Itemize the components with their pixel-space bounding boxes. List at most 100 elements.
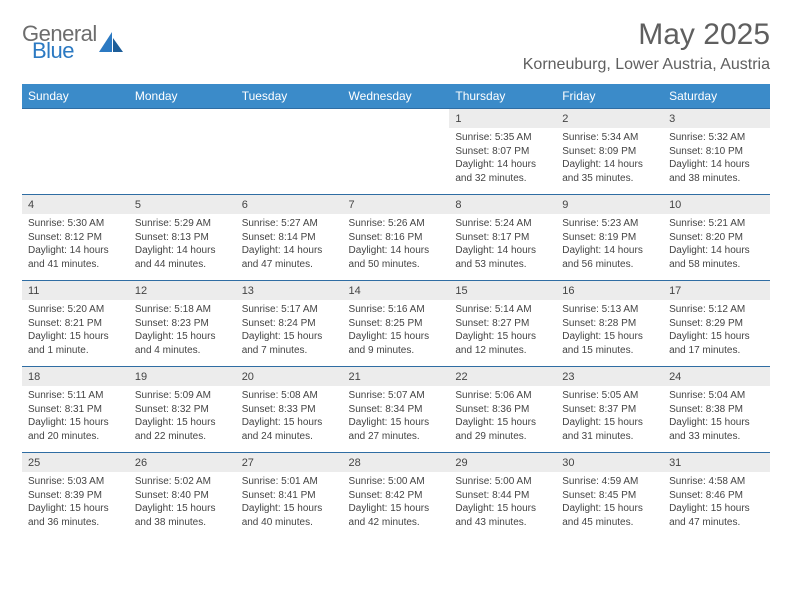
- sunrise-text: Sunrise: 4:59 AM: [562, 475, 657, 489]
- daylight-text-2: and 12 minutes.: [455, 344, 550, 358]
- sunrise-text: Sunrise: 5:00 AM: [349, 475, 444, 489]
- sunset-text: Sunset: 8:45 PM: [562, 489, 657, 503]
- daylight-text-2: and 22 minutes.: [135, 430, 230, 444]
- day-number: 3: [663, 109, 770, 129]
- empty-cell: [129, 128, 236, 195]
- day-details: Sunrise: 5:23 AMSunset: 8:19 PMDaylight:…: [556, 214, 663, 281]
- sunset-text: Sunset: 8:13 PM: [135, 231, 230, 245]
- day-details: Sunrise: 5:08 AMSunset: 8:33 PMDaylight:…: [236, 386, 343, 453]
- sunrise-text: Sunrise: 5:35 AM: [455, 131, 550, 145]
- sunrise-text: Sunrise: 5:21 AM: [669, 217, 764, 231]
- day-number: 16: [556, 281, 663, 301]
- weekday-header: Saturday: [663, 84, 770, 109]
- day-details: Sunrise: 5:18 AMSunset: 8:23 PMDaylight:…: [129, 300, 236, 367]
- sunset-text: Sunset: 8:44 PM: [455, 489, 550, 503]
- location-subtitle: Korneuburg, Lower Austria, Austria: [523, 56, 770, 74]
- sunset-text: Sunset: 8:20 PM: [669, 231, 764, 245]
- daylight-text-1: Daylight: 15 hours: [242, 416, 337, 430]
- daylight-text-1: Daylight: 14 hours: [455, 158, 550, 172]
- day-details: Sunrise: 5:34 AMSunset: 8:09 PMDaylight:…: [556, 128, 663, 195]
- day-details: Sunrise: 5:17 AMSunset: 8:24 PMDaylight:…: [236, 300, 343, 367]
- day-details: Sunrise: 5:14 AMSunset: 8:27 PMDaylight:…: [449, 300, 556, 367]
- day-details: Sunrise: 5:24 AMSunset: 8:17 PMDaylight:…: [449, 214, 556, 281]
- day-details: Sunrise: 5:32 AMSunset: 8:10 PMDaylight:…: [663, 128, 770, 195]
- day-number: 2: [556, 109, 663, 129]
- sunset-text: Sunset: 8:36 PM: [455, 403, 550, 417]
- daylight-text-1: Daylight: 15 hours: [28, 502, 123, 516]
- day-details: Sunrise: 5:04 AMSunset: 8:38 PMDaylight:…: [663, 386, 770, 453]
- daylight-text-2: and 32 minutes.: [455, 172, 550, 186]
- sunrise-text: Sunrise: 5:07 AM: [349, 389, 444, 403]
- daylight-text-2: and 1 minute.: [28, 344, 123, 358]
- day-number: 9: [556, 195, 663, 215]
- sunset-text: Sunset: 8:19 PM: [562, 231, 657, 245]
- daylight-text-2: and 53 minutes.: [455, 258, 550, 272]
- sunset-text: Sunset: 8:09 PM: [562, 145, 657, 159]
- daylight-text-1: Daylight: 14 hours: [562, 158, 657, 172]
- sunset-text: Sunset: 8:42 PM: [349, 489, 444, 503]
- day-number: 17: [663, 281, 770, 301]
- daylight-text-1: Daylight: 15 hours: [455, 502, 550, 516]
- sunset-text: Sunset: 8:41 PM: [242, 489, 337, 503]
- daylight-text-1: Daylight: 14 hours: [669, 158, 764, 172]
- day-number: 8: [449, 195, 556, 215]
- header: General Blue May 2025 Korneuburg, Lower …: [22, 18, 770, 74]
- sunrise-text: Sunrise: 5:02 AM: [135, 475, 230, 489]
- day-details: Sunrise: 5:30 AMSunset: 8:12 PMDaylight:…: [22, 214, 129, 281]
- day-details: Sunrise: 5:35 AMSunset: 8:07 PMDaylight:…: [449, 128, 556, 195]
- sunrise-text: Sunrise: 5:16 AM: [349, 303, 444, 317]
- sunset-text: Sunset: 8:10 PM: [669, 145, 764, 159]
- day-number: 20: [236, 367, 343, 387]
- daylight-text-1: Daylight: 15 hours: [349, 502, 444, 516]
- daylight-text-1: Daylight: 14 hours: [135, 244, 230, 258]
- sunset-text: Sunset: 8:37 PM: [562, 403, 657, 417]
- sunset-text: Sunset: 8:31 PM: [28, 403, 123, 417]
- sunset-text: Sunset: 8:29 PM: [669, 317, 764, 331]
- sunrise-text: Sunrise: 5:03 AM: [28, 475, 123, 489]
- day-number: 18: [22, 367, 129, 387]
- day-number: 30: [556, 453, 663, 473]
- daylight-text-2: and 47 minutes.: [669, 516, 764, 530]
- day-number: 11: [22, 281, 129, 301]
- weekday-header: Wednesday: [343, 84, 450, 109]
- day-number: 31: [663, 453, 770, 473]
- sunset-text: Sunset: 8:21 PM: [28, 317, 123, 331]
- sunrise-text: Sunrise: 5:04 AM: [669, 389, 764, 403]
- sunrise-text: Sunrise: 5:17 AM: [242, 303, 337, 317]
- daylight-text-1: Daylight: 14 hours: [669, 244, 764, 258]
- day-number: 21: [343, 367, 450, 387]
- sunset-text: Sunset: 8:23 PM: [135, 317, 230, 331]
- sunset-text: Sunset: 8:25 PM: [349, 317, 444, 331]
- daylight-text-2: and 20 minutes.: [28, 430, 123, 444]
- sunrise-text: Sunrise: 5:09 AM: [135, 389, 230, 403]
- day-details: Sunrise: 5:00 AMSunset: 8:44 PMDaylight:…: [449, 472, 556, 538]
- day-details: Sunrise: 5:02 AMSunset: 8:40 PMDaylight:…: [129, 472, 236, 538]
- daylight-text-1: Daylight: 15 hours: [669, 416, 764, 430]
- day-number: 13: [236, 281, 343, 301]
- daylight-text-2: and 4 minutes.: [135, 344, 230, 358]
- day-details: Sunrise: 5:03 AMSunset: 8:39 PMDaylight:…: [22, 472, 129, 538]
- day-details: Sunrise: 5:00 AMSunset: 8:42 PMDaylight:…: [343, 472, 450, 538]
- weekday-header: Thursday: [449, 84, 556, 109]
- daylight-text-2: and 43 minutes.: [455, 516, 550, 530]
- daylight-text-1: Daylight: 15 hours: [562, 416, 657, 430]
- empty-cell: [343, 109, 450, 129]
- day-details: Sunrise: 5:16 AMSunset: 8:25 PMDaylight:…: [343, 300, 450, 367]
- day-details: Sunrise: 5:07 AMSunset: 8:34 PMDaylight:…: [343, 386, 450, 453]
- day-number: 26: [129, 453, 236, 473]
- sunset-text: Sunset: 8:39 PM: [28, 489, 123, 503]
- daylight-text-2: and 33 minutes.: [669, 430, 764, 444]
- day-number: 24: [663, 367, 770, 387]
- day-number: 12: [129, 281, 236, 301]
- day-number: 15: [449, 281, 556, 301]
- sunset-text: Sunset: 8:28 PM: [562, 317, 657, 331]
- daylight-text-1: Daylight: 15 hours: [28, 330, 123, 344]
- sunset-text: Sunset: 8:32 PM: [135, 403, 230, 417]
- daylight-text-2: and 50 minutes.: [349, 258, 444, 272]
- day-number: 29: [449, 453, 556, 473]
- daylight-text-1: Daylight: 14 hours: [455, 244, 550, 258]
- empty-cell: [22, 109, 129, 129]
- sunrise-text: Sunrise: 5:20 AM: [28, 303, 123, 317]
- daylight-text-1: Daylight: 14 hours: [562, 244, 657, 258]
- daylight-text-1: Daylight: 15 hours: [562, 502, 657, 516]
